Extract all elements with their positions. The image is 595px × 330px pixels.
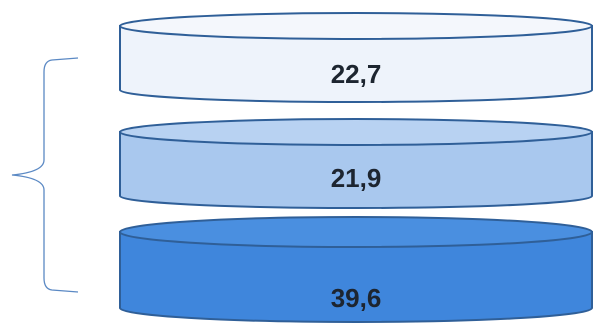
layer-middle-body: [119, 131, 593, 209]
layer-top-body: [119, 25, 593, 103]
layer-bottom-body: [119, 231, 593, 323]
layer-bottom: 39,6: [119, 216, 593, 323]
layer-middle: 21,9: [119, 118, 593, 209]
layer-top-top: [119, 12, 593, 40]
curly-bracket: [11, 57, 79, 293]
layer-top-value: 22,7: [331, 59, 382, 89]
layer-top: 22,7: [119, 12, 593, 103]
layer-middle-top: [119, 118, 593, 146]
layer-bottom-value: 39,6: [331, 283, 382, 313]
layer-middle-value: 21,9: [331, 163, 382, 193]
layer-bottom-top: [119, 216, 593, 248]
